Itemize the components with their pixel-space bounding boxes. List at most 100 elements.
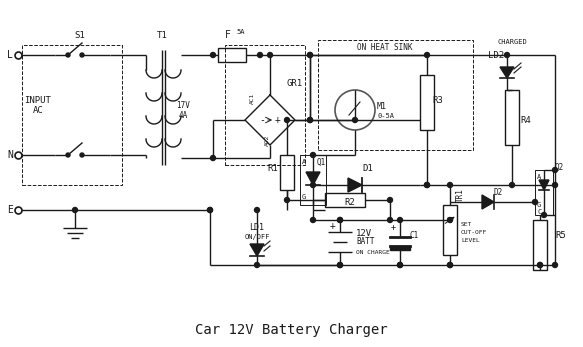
Text: G: G	[302, 194, 306, 200]
Text: LD2: LD2	[488, 51, 504, 59]
Text: R4: R4	[520, 116, 531, 125]
Circle shape	[338, 262, 342, 268]
Circle shape	[338, 262, 342, 268]
Text: CHARGED: CHARGED	[497, 39, 527, 45]
Text: LD1: LD1	[250, 223, 265, 232]
Text: F: F	[225, 30, 231, 40]
Circle shape	[448, 262, 452, 268]
Text: C1: C1	[410, 230, 419, 239]
Circle shape	[66, 53, 70, 57]
Text: T1: T1	[157, 31, 167, 40]
Text: 5A: 5A	[236, 29, 244, 35]
Text: SET: SET	[461, 222, 472, 228]
Circle shape	[398, 262, 402, 268]
Text: CUT-OFF: CUT-OFF	[461, 230, 487, 236]
Circle shape	[424, 183, 430, 187]
Text: A: A	[537, 174, 541, 180]
Circle shape	[311, 183, 315, 187]
Circle shape	[311, 152, 315, 158]
Bar	[420, 75, 434, 130]
Circle shape	[424, 183, 430, 187]
Text: ON HEAT SINK: ON HEAT SINK	[357, 42, 413, 51]
Circle shape	[285, 197, 290, 203]
Bar	[318, 40, 473, 150]
Bar	[533, 220, 547, 270]
Bar	[505, 90, 519, 145]
Bar	[300, 155, 326, 205]
Text: ON CHARGE: ON CHARGE	[356, 249, 390, 254]
Text: -: -	[259, 115, 265, 125]
Circle shape	[307, 52, 312, 58]
Text: +: +	[391, 223, 396, 232]
Text: +: +	[275, 115, 281, 125]
Text: L: L	[7, 50, 13, 60]
Circle shape	[338, 218, 342, 222]
Circle shape	[448, 262, 452, 268]
Text: R3: R3	[432, 95, 442, 104]
Text: +: +	[329, 221, 335, 231]
Text: E: E	[7, 205, 13, 215]
Circle shape	[398, 262, 402, 268]
Text: TR1: TR1	[456, 188, 465, 202]
Text: AC: AC	[33, 105, 43, 115]
Text: ON/OFF: ON/OFF	[244, 234, 270, 240]
Circle shape	[448, 218, 452, 222]
Circle shape	[268, 52, 272, 58]
Text: INPUT: INPUT	[24, 95, 51, 104]
Circle shape	[255, 262, 259, 268]
Text: M1: M1	[377, 102, 387, 110]
Text: D1: D1	[363, 163, 373, 172]
Text: Q1: Q1	[317, 158, 326, 167]
Circle shape	[424, 52, 430, 58]
Text: AC1: AC1	[250, 92, 255, 104]
Circle shape	[553, 262, 557, 268]
Polygon shape	[348, 178, 362, 192]
Text: R2: R2	[345, 197, 356, 206]
Circle shape	[553, 168, 557, 172]
Circle shape	[66, 153, 70, 157]
Circle shape	[353, 118, 357, 122]
Text: Q2: Q2	[555, 162, 564, 171]
Circle shape	[388, 197, 392, 203]
Circle shape	[542, 212, 546, 218]
Polygon shape	[482, 195, 494, 209]
Bar	[535, 170, 553, 215]
Text: 17V: 17V	[176, 101, 190, 110]
Circle shape	[311, 218, 315, 222]
Circle shape	[538, 262, 543, 268]
Circle shape	[72, 208, 78, 212]
Bar	[443, 205, 457, 255]
Text: 0-5A: 0-5A	[377, 113, 394, 119]
Bar	[225, 45, 305, 165]
Circle shape	[208, 208, 212, 212]
Text: BATT: BATT	[356, 237, 374, 246]
Text: S1: S1	[75, 31, 85, 40]
Text: R5: R5	[555, 230, 566, 239]
Text: GR1: GR1	[287, 78, 303, 87]
Polygon shape	[306, 172, 320, 185]
Bar	[22, 45, 122, 185]
Bar	[280, 155, 294, 190]
Circle shape	[80, 53, 84, 57]
Text: A: A	[302, 159, 306, 165]
Bar	[325, 193, 365, 207]
Text: Car 12V Battery Charger: Car 12V Battery Charger	[195, 323, 387, 337]
Bar	[218, 48, 246, 62]
Circle shape	[255, 208, 259, 212]
Text: LEVEL: LEVEL	[461, 238, 480, 244]
Text: C: C	[537, 209, 541, 215]
Text: AC2: AC2	[265, 134, 269, 146]
Polygon shape	[539, 180, 549, 190]
Circle shape	[448, 183, 452, 187]
Circle shape	[504, 52, 510, 58]
Circle shape	[285, 118, 290, 122]
Polygon shape	[250, 244, 264, 256]
Text: N: N	[7, 150, 13, 160]
Circle shape	[210, 155, 216, 161]
Circle shape	[338, 218, 342, 222]
Text: 4A: 4A	[178, 110, 188, 119]
Circle shape	[210, 52, 216, 58]
Circle shape	[307, 52, 312, 58]
Polygon shape	[390, 246, 410, 250]
Circle shape	[307, 118, 312, 122]
